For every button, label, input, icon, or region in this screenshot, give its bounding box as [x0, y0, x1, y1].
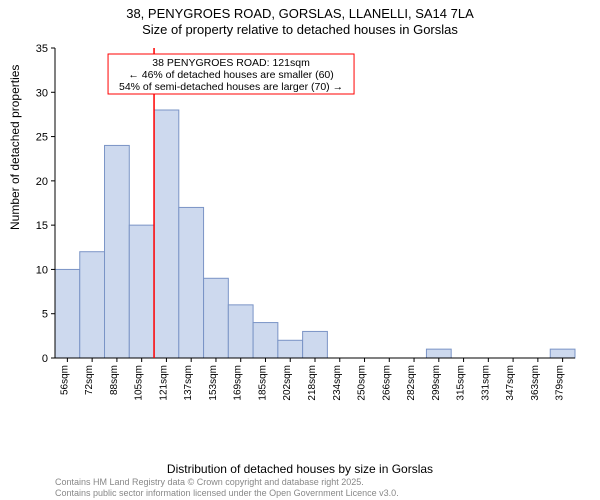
y-tick-label: 15: [36, 220, 48, 232]
x-tick-label: 105sqm: [134, 365, 145, 401]
histogram-bar: [204, 278, 229, 358]
histogram-bar: [154, 110, 179, 358]
x-tick-label: 282sqm: [406, 365, 417, 401]
x-tick-label: 72sqm: [84, 365, 95, 395]
title-line-2: Size of property relative to detached ho…: [0, 22, 600, 38]
histogram-bar: [228, 305, 253, 358]
x-tick-label: 363sqm: [530, 365, 541, 401]
x-tick-label: 202sqm: [282, 365, 293, 401]
title-line-1: 38, PENYGROES ROAD, GORSLAS, LLANELLI, S…: [0, 6, 600, 22]
x-tick-label: 169sqm: [233, 365, 244, 401]
y-tick-label: 30: [36, 87, 48, 99]
histogram-bar: [278, 340, 303, 358]
x-tick-label: 266sqm: [381, 365, 392, 401]
y-tick-label: 25: [36, 132, 48, 144]
title-block: 38, PENYGROES ROAD, GORSLAS, LLANELLI, S…: [0, 0, 600, 39]
x-tick-label: 185sqm: [257, 365, 268, 401]
histogram-bar: [179, 207, 204, 358]
histogram-bar: [253, 323, 278, 358]
footer-line-2: Contains public sector information licen…: [55, 488, 399, 498]
annotation-line-1: 38 PENYGROES ROAD: 121sqm: [152, 57, 310, 69]
x-tick-label: 315sqm: [456, 365, 467, 401]
histogram-bar: [55, 269, 80, 358]
x-tick-label: 234sqm: [332, 365, 343, 401]
plot-area: 0510152025303556sqm72sqm88sqm105sqm121sq…: [55, 48, 575, 418]
x-tick-label: 56sqm: [59, 365, 70, 395]
x-tick-label: 218sqm: [307, 365, 318, 401]
histogram-bar: [80, 252, 105, 358]
x-tick-label: 299sqm: [431, 365, 442, 401]
histogram-bar: [105, 145, 130, 358]
histogram-bar: [550, 349, 575, 358]
histogram-bar: [426, 349, 451, 358]
histogram-svg: 0510152025303556sqm72sqm88sqm105sqm121sq…: [55, 48, 575, 418]
x-tick-label: 331sqm: [480, 365, 491, 401]
x-tick-label: 137sqm: [183, 365, 194, 401]
histogram-bar: [129, 225, 154, 358]
footer-attribution: Contains HM Land Registry data © Crown c…: [55, 477, 399, 498]
chart-container: 38, PENYGROES ROAD, GORSLAS, LLANELLI, S…: [0, 0, 600, 500]
annotation-line-3: 54% of semi-detached houses are larger (…: [119, 81, 343, 93]
x-tick-label: 250sqm: [357, 365, 368, 401]
y-tick-label: 35: [36, 43, 48, 55]
x-tick-label: 347sqm: [505, 365, 516, 401]
y-tick-label: 5: [42, 309, 48, 321]
annotation-line-2: ← 46% of detached houses are smaller (60…: [128, 69, 333, 81]
y-tick-label: 10: [36, 264, 48, 276]
histogram-bar: [303, 331, 328, 358]
y-tick-label: 0: [42, 353, 48, 365]
y-axis-label: Number of detached properties: [8, 65, 22, 230]
footer-line-1: Contains HM Land Registry data © Crown c…: [55, 477, 399, 487]
x-tick-label: 153sqm: [208, 365, 219, 401]
y-tick-label: 20: [36, 176, 48, 188]
x-tick-label: 379sqm: [555, 365, 566, 401]
x-axis-label: Distribution of detached houses by size …: [0, 462, 600, 476]
x-tick-label: 121sqm: [158, 365, 169, 401]
x-tick-label: 88sqm: [109, 365, 120, 395]
